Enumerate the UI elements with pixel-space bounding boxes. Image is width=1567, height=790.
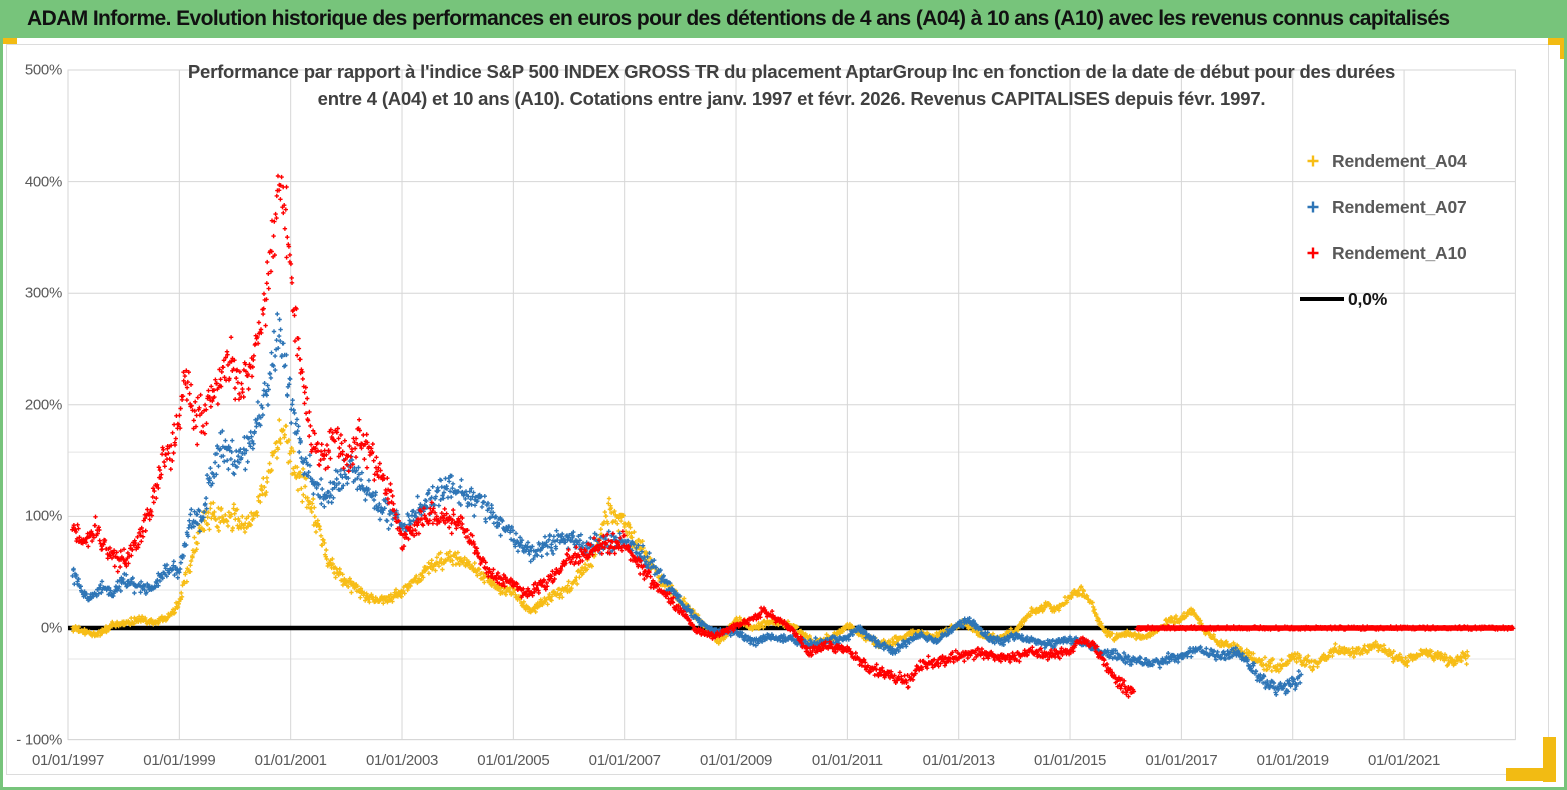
gold-accent-bottom-right-h — [1506, 768, 1556, 781]
gold-accent-top-left — [3, 38, 17, 44]
x-axis-tick-label: 01/01/2005 — [477, 752, 550, 769]
y-axis-tick-label: 100% — [24, 507, 62, 525]
y-axis-tick-label: 0% — [40, 619, 62, 637]
legend-item-Rendement_A10: Rendement_A10 — [1306, 230, 1536, 276]
gold-accent-top-right-v — [1560, 38, 1567, 59]
x-axis-tick-label: 01/01/2019 — [1256, 752, 1329, 769]
green-header-bar: ADAM Informe. Evolution historique des p… — [0, 0, 1567, 38]
header-title: ADAM Informe. Evolution historique des p… — [27, 7, 1450, 30]
y-axis-tick-label: 300% — [24, 284, 62, 302]
scatter-series-Rendement_A10 — [70, 173, 1137, 699]
green-frame-right — [1564, 0, 1567, 790]
legend-label: 0,0% — [1348, 288, 1388, 309]
x-axis-tick-label: 01/01/2017 — [1145, 752, 1218, 769]
chart-title-line-2: entre 4 (A04) et 10 ans (A10). Cotations… — [317, 88, 1266, 109]
chart-outer-border — [6, 44, 1549, 775]
x-axis-tick-label: 01/01/2015 — [1033, 752, 1107, 769]
line-marker-icon — [1300, 297, 1348, 301]
chart-title-line-1: Performance par rapport à l'indice S&P 5… — [187, 61, 1396, 82]
y-axis-tick-label: 400% — [24, 173, 62, 191]
green-frame-left — [0, 0, 3, 790]
legend-label: Rendement_A04 — [1332, 150, 1467, 171]
plus-marker-icon — [1306, 154, 1332, 168]
y-axis-tick-label: - 100% — [16, 731, 62, 749]
legend-label: Rendement_A10 — [1332, 242, 1467, 263]
plus-marker-icon — [1306, 246, 1332, 260]
chart-legend: Rendement_A04 Rendement_A07 Rendement_A10 0… — [1300, 138, 1536, 322]
x-axis-tick-label: 01/01/2013 — [922, 752, 995, 769]
plus-marker-icon — [1306, 200, 1332, 214]
flat-zero-markers-Rendement_A10 — [1134, 624, 1516, 632]
chart-title: Performance par rapport à l'indice S&P 5… — [68, 58, 1515, 112]
y-axis-tick-label: 500% — [24, 61, 62, 79]
x-axis-tick-label: 01/01/2003 — [365, 752, 439, 769]
green-frame-bottom — [0, 787, 1567, 790]
legend-label: Rendement_A07 — [1332, 196, 1467, 217]
gold-accent-top-right — [1548, 38, 1567, 45]
plot-border — [67, 69, 1516, 741]
legend-item-Rendement_A04: Rendement_A04 — [1306, 138, 1536, 184]
y-axis-tick-label: 200% — [24, 396, 62, 414]
x-axis-tick-label: 01/01/2021 — [1368, 752, 1441, 769]
x-axis-tick-label: 01/01/2011 — [811, 752, 883, 769]
x-axis-tick-label: 01/01/1997 — [31, 752, 105, 769]
legend-item-00: 0,0% — [1300, 276, 1536, 322]
x-axis-tick-label: 01/01/2009 — [699, 752, 773, 769]
legend-item-Rendement_A07: Rendement_A07 — [1306, 184, 1536, 230]
x-axis-tick-label: 01/01/2001 — [254, 752, 327, 769]
x-axis-tick-label: 01/01/2007 — [588, 752, 661, 769]
x-axis-tick-label: 01/01/1999 — [143, 752, 216, 769]
